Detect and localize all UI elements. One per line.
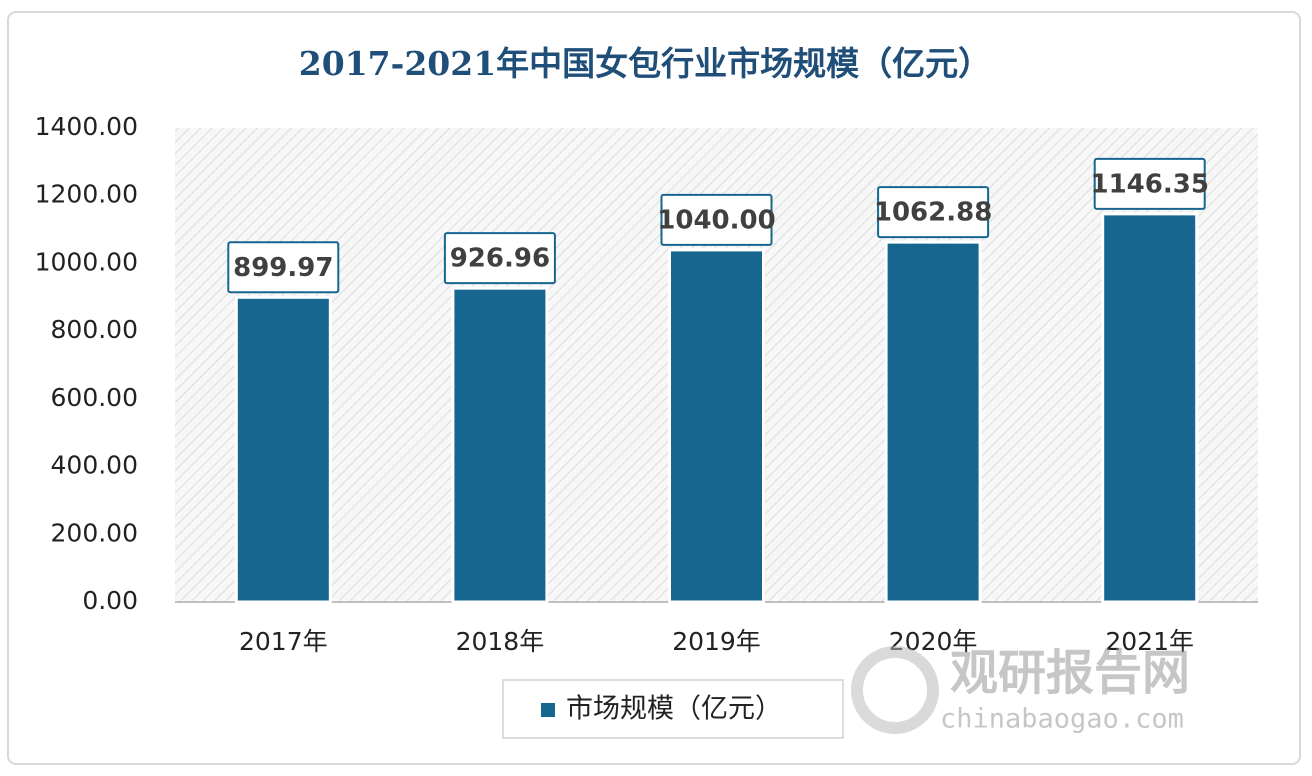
bar (668, 248, 765, 604)
legend-box (502, 679, 844, 739)
y-tick-label: 400.00 (51, 451, 138, 480)
value-label: 926.96 (450, 244, 550, 274)
y-tick-label: 1400.00 (35, 112, 138, 141)
watermark-logo (851, 646, 939, 734)
x-tick-label: 2017年 (239, 627, 328, 656)
bar (451, 286, 549, 604)
value-label: 1146.35 (1090, 169, 1208, 199)
y-tick-label: 800.00 (51, 315, 138, 344)
x-tick-label: 2021年 (1105, 627, 1194, 656)
chart-title: 2017-2021年中国女包行业市场规模（亿元） (299, 44, 991, 83)
y-tick-label: 600.00 (51, 383, 138, 412)
bar (1101, 212, 1199, 604)
value-label: 1062.88 (874, 198, 992, 228)
x-tick-label: 2019年 (672, 627, 761, 656)
bar (884, 240, 982, 604)
bar (234, 295, 332, 604)
y-tick-label: 200.00 (51, 518, 138, 547)
x-tick-label: 2018年 (456, 627, 545, 656)
legend-swatch (541, 703, 555, 717)
watermark-name: 观研报告网 (950, 645, 1190, 701)
value-label-box (660, 193, 773, 246)
value-label: 1040.00 (657, 205, 775, 235)
y-tick-label: 1000.00 (35, 247, 138, 276)
value-label: 899.97 (233, 253, 333, 283)
legend-label: 市场规模（亿元） (566, 694, 782, 725)
value-label-box (1093, 157, 1206, 210)
y-tick-label: 0.00 (82, 586, 138, 615)
watermark: 观研报告网 chinabaogao.com (851, 645, 1190, 735)
y-tick-label: 1200.00 (35, 180, 138, 209)
value-label-box (877, 186, 990, 239)
watermark-site: chinabaogao.com (940, 704, 1184, 735)
value-label-box (227, 241, 340, 294)
value-label-box (443, 232, 556, 285)
